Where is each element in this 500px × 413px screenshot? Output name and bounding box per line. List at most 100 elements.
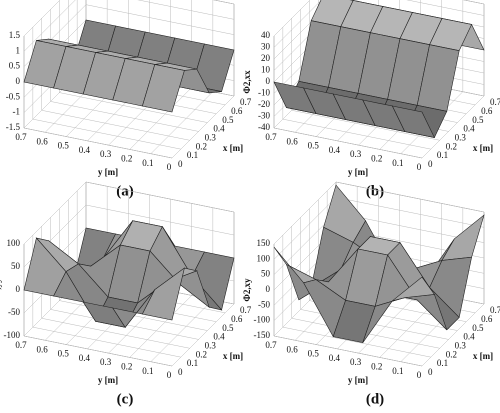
panel: -1.5-1-0.500.511.500.10.20.30.40.50.60.7… <box>0 0 252 199</box>
z-tick-label: -50 <box>258 299 270 309</box>
y-tick-label: 0 <box>417 162 422 172</box>
x-tick-label: 0.4 <box>213 332 225 342</box>
y-tick-label: 0.1 <box>142 366 153 376</box>
y-tick-label: 0.5 <box>58 141 70 151</box>
z-tick-label: 0.5 <box>9 61 21 71</box>
z-tick-label: 50 <box>11 261 21 271</box>
x-tick-label: 0.3 <box>205 340 217 350</box>
x-tick-label: 0.5 <box>222 115 234 125</box>
z-axis-label: Φ2,yy <box>0 278 2 302</box>
y-tick-label: 0 <box>167 370 172 380</box>
y-tick-label: 0.4 <box>329 145 341 155</box>
z-tick-label: 150 <box>257 238 271 248</box>
panel: -100-5005010000.10.20.30.40.50.60.700.10… <box>0 181 252 407</box>
z-tick-label: -0.5 <box>6 91 21 101</box>
z-tick-label: 100 <box>257 253 271 263</box>
y-tick-label: 0.4 <box>79 145 91 155</box>
y-tick-label: 0.5 <box>308 349 320 359</box>
grid-line <box>137 0 235 20</box>
z-tick-label: -20 <box>258 99 270 109</box>
y-tick-label: 0.6 <box>37 344 49 354</box>
x-tick-label: 0 <box>178 159 183 169</box>
x-tick-label: 0.7 <box>490 97 500 107</box>
panel: -40-30-20-1001020304000.10.20.30.40.50.6… <box>242 0 500 199</box>
x-tick-label: 0.7 <box>240 97 252 107</box>
y-axis-label: y [m] <box>98 375 118 385</box>
grid-line <box>41 318 190 349</box>
grid-line <box>32 326 181 358</box>
grid-line <box>150 299 214 362</box>
y-tick-label: 0.7 <box>15 132 27 142</box>
z-tick-label: -100 <box>4 330 21 340</box>
y-tick-label: 0.2 <box>121 361 132 371</box>
z-axis-label: Φ2,xy <box>242 278 252 302</box>
grid-line <box>23 0 76 52</box>
x-tick-label: 0.3 <box>455 340 467 350</box>
grid-line <box>421 303 485 367</box>
grid-line <box>282 118 431 150</box>
y-tick-label: 0.3 <box>350 149 362 159</box>
z-tick-label: 100 <box>7 238 21 248</box>
grid-line <box>50 101 199 132</box>
x-tick-label: 0.3 <box>205 132 217 142</box>
grid-line <box>23 335 173 367</box>
axis-frame <box>213 0 235 5</box>
z-tick-label: 40 <box>261 30 271 40</box>
grid-line <box>273 335 423 367</box>
x-axis-label: x [m] <box>223 143 243 153</box>
y-tick-label: 0.1 <box>392 366 403 376</box>
z-tick-label: -100 <box>254 315 271 325</box>
z-tick-label: 0 <box>16 284 21 294</box>
y-tick-label: 0.7 <box>265 132 277 142</box>
y-tick-label: 0.3 <box>350 357 362 367</box>
x-tick-label: 0.2 <box>446 141 457 151</box>
grid-line <box>358 290 421 354</box>
x-tick-label: 0.6 <box>231 106 243 116</box>
caption: (c) <box>117 391 134 407</box>
z-tick-label: 0 <box>266 284 271 294</box>
grid-line <box>273 197 337 260</box>
x-tick-label: 0.2 <box>196 349 207 359</box>
grid-line <box>59 92 208 123</box>
grid-line <box>421 95 485 159</box>
x-tick-label: 0.6 <box>481 106 493 116</box>
x-tick-label: 0.1 <box>437 358 448 368</box>
caption: (a) <box>116 183 134 199</box>
y-tick-label: 0.7 <box>265 340 277 350</box>
x-axis-label: x [m] <box>223 351 243 361</box>
grid-line <box>150 91 214 154</box>
surface-patch <box>141 267 185 321</box>
x-tick-label: 0.6 <box>231 314 243 324</box>
grid-line <box>23 0 61 37</box>
grid-line <box>282 326 431 358</box>
grid-line <box>32 118 181 150</box>
x-tick-label: 0.4 <box>463 332 475 342</box>
caption: (d) <box>366 391 384 407</box>
grid-line <box>213 0 235 5</box>
grid-line <box>23 181 87 245</box>
y-tick-label: 0 <box>167 162 172 172</box>
y-tick-label: 0.2 <box>121 153 132 163</box>
grid-line <box>273 127 423 159</box>
x-axis-label: x [m] <box>473 143 493 153</box>
grid-line <box>273 181 337 245</box>
x-tick-label: 0.5 <box>472 323 484 333</box>
y-axis-label: y [m] <box>348 375 368 385</box>
z-tick-label: 20 <box>261 53 271 63</box>
grid-line <box>273 0 311 37</box>
z-tick-label: -1.5 <box>6 122 21 132</box>
grid-line <box>291 110 440 141</box>
z-axis-label: Φ2,xx <box>242 70 252 94</box>
y-tick-label: 0.2 <box>371 153 382 163</box>
y-tick-label: 0.4 <box>329 353 341 363</box>
grid-line <box>171 303 235 367</box>
axis-frame <box>23 0 61 37</box>
y-tick-label: 0.6 <box>287 136 299 146</box>
z-tick-label: -150 <box>254 330 271 340</box>
grid-line <box>85 4 235 35</box>
z-tick-label: 10 <box>261 65 271 75</box>
x-tick-label: 0.5 <box>222 323 234 333</box>
x-tick-label: 0.4 <box>463 124 475 134</box>
surface-patch <box>142 64 185 113</box>
